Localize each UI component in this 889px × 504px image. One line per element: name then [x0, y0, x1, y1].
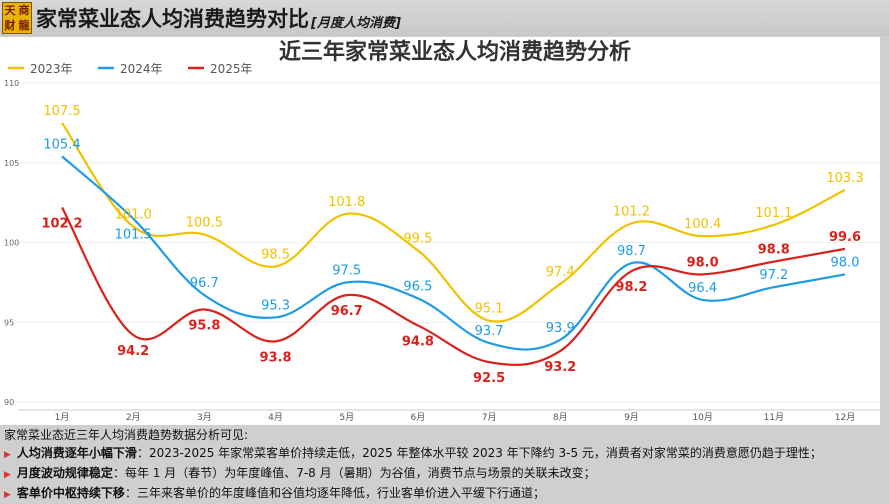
data-label: 100.5: [186, 216, 223, 231]
x-tick-label: 2月: [126, 412, 141, 423]
legend-label: 2025年: [210, 62, 253, 76]
series-line-2025年: [61, 206, 846, 367]
series-line-2023年: [61, 122, 846, 323]
data-label: 93.9: [546, 321, 575, 336]
data-label: 105.4: [43, 137, 80, 152]
legend-label: 2024年: [120, 62, 163, 76]
chart-title: 近三年家常菜业态人均消费趋势分析: [279, 39, 631, 65]
data-label: 101.8: [328, 195, 365, 210]
data-label: 98.7: [617, 244, 646, 259]
y-tick-label: 105: [4, 159, 19, 168]
x-tick-label: 1月: [55, 412, 70, 423]
data-label: 96.5: [403, 279, 432, 294]
data-label: 96.4: [688, 281, 717, 296]
data-label: 96.7: [190, 276, 219, 291]
data-label: 98.8: [758, 243, 790, 258]
data-label: 92.5: [473, 371, 505, 386]
data-label: 94.8: [402, 334, 434, 349]
data-label: 107.5: [43, 104, 80, 119]
note-item: ▶ 人均消费逐年小幅下滑：2023-2025 年家常菜客单价持续走低，2025 年…: [4, 444, 822, 464]
note-heading: 人均消费逐年小幅下滑: [16, 446, 137, 460]
note-body: ：每年 1 月（春节）为年度峰值、7-8 月（暑期）为谷值，消费节点与场景的关联…: [112, 466, 596, 480]
y-tick-label: 100: [4, 239, 19, 248]
data-label: 101.0: [115, 208, 152, 223]
data-label: 101.5: [115, 228, 152, 243]
x-tick-label: 8月: [553, 412, 568, 423]
y-tick-label: 110: [4, 79, 19, 88]
header-bar: 天商财龍 家常菜业态人均消费趋势对比 [月度人均消费]: [0, 0, 889, 36]
x-tick-label: 9月: [624, 412, 639, 423]
x-tick-label: 12月: [835, 412, 855, 423]
x-tick-label: 5月: [339, 412, 354, 423]
data-label: 94.2: [117, 344, 149, 359]
y-tick-label: 90: [4, 398, 14, 407]
note-body: ：2023-2025 年家常菜客单价持续走低，2025 年整体水平较 2023 …: [136, 446, 822, 460]
note-body: ：三年来客单价的年度峰值和谷值均逐年降低，行业客单价进入平缓下行通道；: [124, 486, 545, 500]
brand-logo: 天商财龍: [2, 2, 32, 34]
data-label: 93.2: [544, 360, 576, 375]
data-label: 99.5: [403, 231, 432, 246]
x-tick-label: 7月: [482, 412, 497, 423]
data-label: 93.7: [475, 324, 504, 339]
note-item: ▶ 月度波动规律稳定：每年 1 月（春节）为年度峰值、7-8 月（暑期）为谷值，消…: [4, 464, 822, 484]
x-tick-label: 11月: [764, 412, 784, 423]
data-label: 103.3: [826, 171, 863, 186]
page-subtitle: [月度人均消费]: [311, 15, 401, 31]
data-label: 97.5: [332, 263, 361, 278]
data-label: 98.0: [831, 255, 860, 270]
data-label: 95.1: [475, 302, 504, 317]
data-label: 102.2: [41, 216, 82, 231]
data-label: 97.4: [546, 265, 575, 280]
y-tick-label: 95: [4, 318, 14, 327]
line-chart: 近三年家常菜业态人均消费趋势分析 2023年 2024年 2025年 90 95 100 10…: [4, 39, 880, 423]
data-label: 95.3: [261, 298, 290, 313]
bullet-icon: ▶: [4, 450, 11, 460]
chart-panel: 近三年家常菜业态人均消费趋势分析 2023年 2024年 2025年 90 95 100 10…: [0, 37, 880, 425]
data-label: 95.8: [188, 318, 220, 333]
data-label: 98.5: [261, 247, 290, 262]
legend-label: 2023年: [30, 62, 73, 76]
data-label: 101.2: [613, 204, 650, 219]
notes-intro: 家常菜业态近三年人均消费趋势数据分析可见:: [4, 428, 249, 442]
data-label: 101.1: [755, 206, 792, 221]
data-label: 97.2: [759, 268, 788, 283]
note-heading: 客单价中枢持续下移: [16, 486, 125, 500]
x-tick-label: 10月: [692, 412, 712, 423]
data-label: 93.8: [260, 350, 292, 365]
data-label: 98.0: [687, 255, 719, 270]
analysis-notes: 家常菜业态近三年人均消费趋势数据分析可见: ▶ 人均消费逐年小幅下滑：2023-2…: [4, 426, 822, 504]
bullet-icon: ▶: [4, 490, 11, 500]
page-title: 家常菜业态人均消费趋势对比: [36, 7, 309, 31]
series-line-2024年: [61, 155, 846, 351]
data-label: 100.4: [684, 217, 721, 232]
note-heading: 月度波动规律稳定: [16, 466, 113, 480]
data-label: 99.6: [829, 230, 861, 245]
x-tick-label: 4月: [268, 412, 283, 423]
data-label: 98.2: [615, 280, 647, 295]
bullet-icon: ▶: [4, 470, 11, 480]
x-tick-label: 6月: [411, 412, 426, 423]
x-tick-label: 3月: [197, 412, 212, 423]
data-label: 96.7: [331, 304, 363, 319]
note-item: ▶ 客单价中枢持续下移：三年来客单价的年度峰值和谷值均逐年降低，行业客单价进入平缓…: [4, 484, 822, 504]
